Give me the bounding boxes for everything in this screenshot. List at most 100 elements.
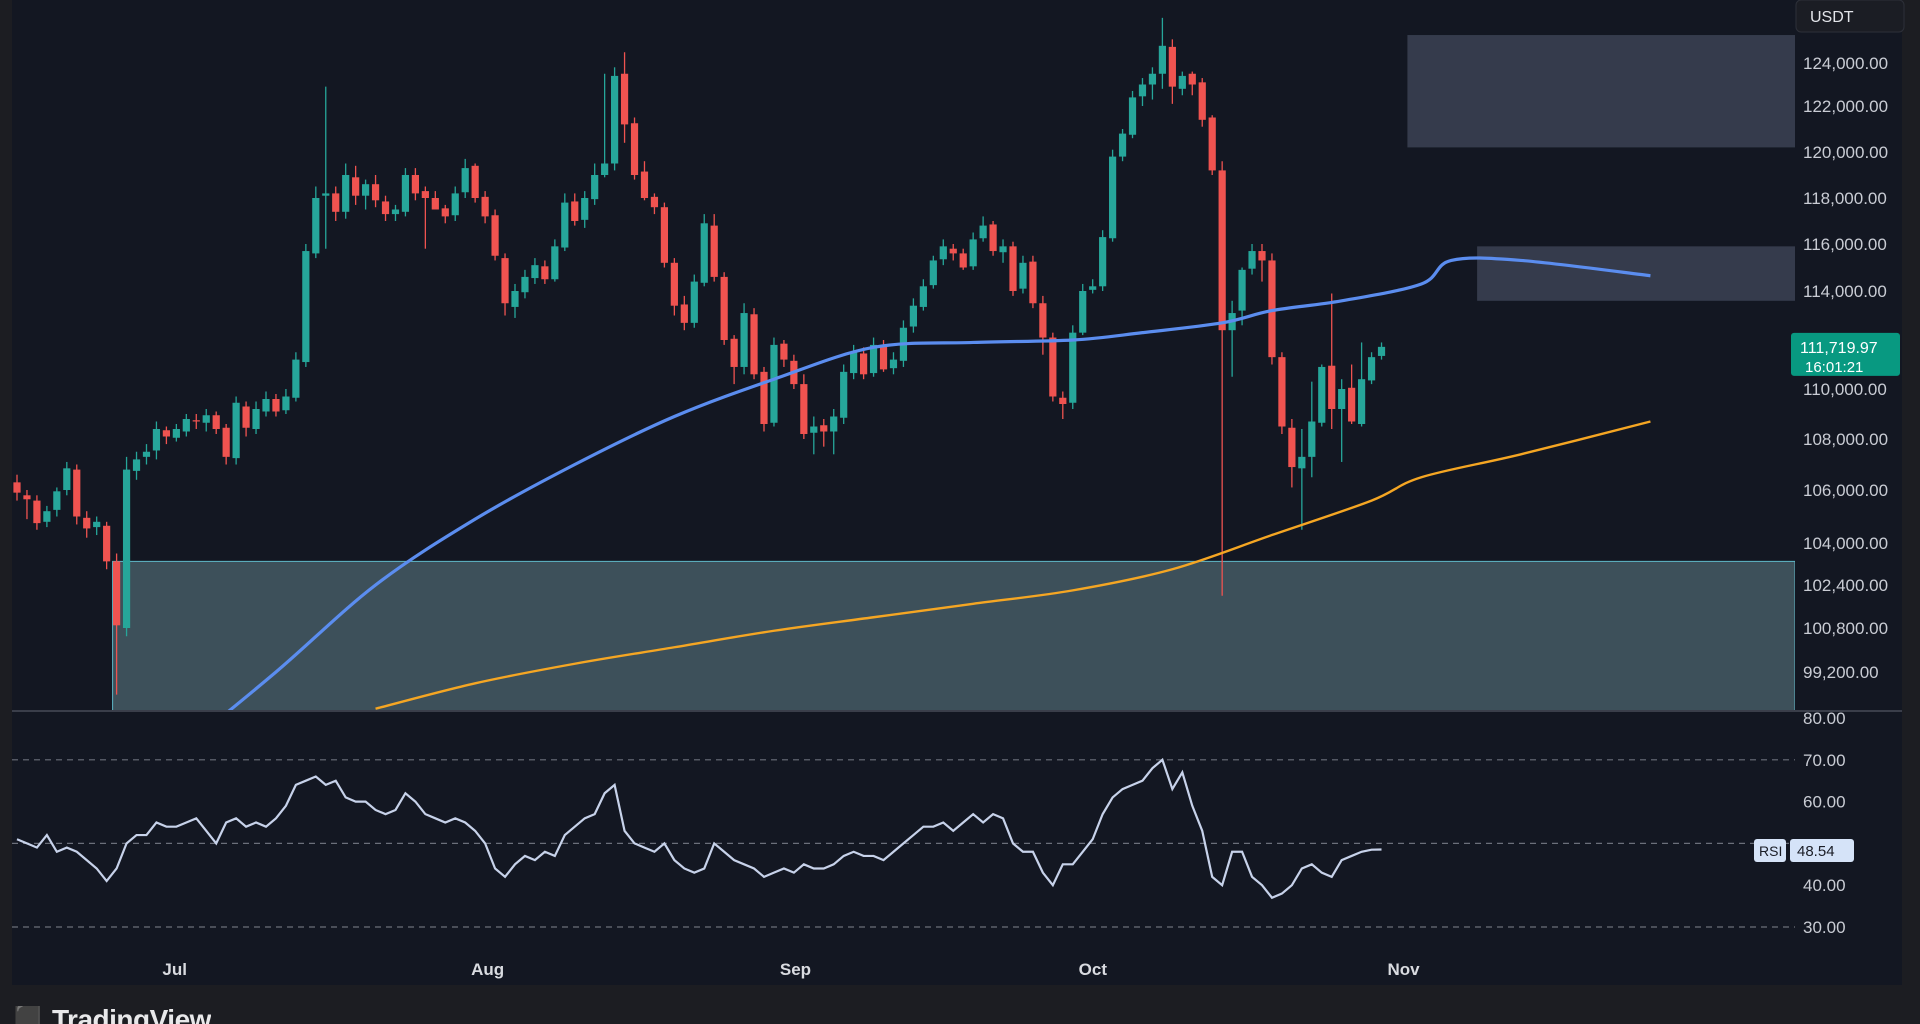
candle xyxy=(481,191,489,224)
candle xyxy=(13,474,21,501)
candle xyxy=(1029,255,1037,309)
candle xyxy=(1348,364,1356,424)
price-axis-label: 114,000.00 xyxy=(1803,282,1887,301)
rsi-axis-label: 60.00 xyxy=(1803,793,1846,812)
moving-averages xyxy=(226,256,1651,711)
tradingview-logo-icon: ⬛ xyxy=(14,1006,42,1024)
candle xyxy=(1248,244,1256,275)
candle xyxy=(640,161,649,201)
candle xyxy=(103,521,111,570)
candle xyxy=(33,495,41,530)
candle xyxy=(919,279,927,311)
candle xyxy=(1318,364,1326,427)
price-axis-label: 116,000.00 xyxy=(1803,235,1887,254)
candle xyxy=(292,352,300,402)
candle xyxy=(1109,149,1117,242)
candle xyxy=(122,456,131,637)
candle xyxy=(511,283,519,318)
candle xyxy=(132,451,141,480)
last-price-value: 111,719.97 xyxy=(1800,340,1878,357)
price-axis-label: 122,000.00 xyxy=(1803,97,1888,116)
candle xyxy=(969,232,977,270)
candle xyxy=(182,414,190,437)
main-pane[interactable] xyxy=(12,0,1902,985)
rsi-label-value: 48.54 xyxy=(1797,843,1835,860)
candle xyxy=(1238,267,1246,326)
candle xyxy=(571,193,579,226)
rsi-axis-label: 30.00 xyxy=(1803,918,1846,937)
candle xyxy=(959,248,967,270)
candle xyxy=(491,209,499,261)
candle xyxy=(860,347,868,380)
candle xyxy=(302,244,310,367)
candle xyxy=(800,374,808,439)
candle xyxy=(322,86,330,249)
candle xyxy=(1009,241,1017,296)
candle xyxy=(352,165,360,205)
candle xyxy=(939,239,947,266)
candle xyxy=(611,67,619,171)
rsi-axis-label: 70.00 xyxy=(1803,751,1846,770)
candle xyxy=(620,52,629,143)
candle xyxy=(232,396,240,465)
candle xyxy=(192,414,200,429)
price-axis-label: 99,200.00 xyxy=(1803,663,1879,682)
candle xyxy=(889,352,898,375)
price-axis-label: 120,000.00 xyxy=(1803,143,1888,162)
rsi-label-name: RSI xyxy=(1759,843,1782,859)
currency-badge[interactable]: USDT xyxy=(1795,0,1905,33)
candle xyxy=(760,366,768,432)
zone-support-demand xyxy=(112,560,1795,711)
candle xyxy=(63,461,71,496)
currency-badge-label: USDT xyxy=(1810,9,1854,26)
candle xyxy=(1168,39,1176,104)
time-axis[interactable]: Jul Aug Sep Oct Nov xyxy=(162,960,1420,979)
candle xyxy=(929,255,937,289)
candle xyxy=(342,163,350,219)
candle xyxy=(362,179,370,210)
time-axis-label: Sep xyxy=(780,960,811,979)
candle xyxy=(581,191,589,228)
candle xyxy=(1188,71,1196,96)
candle xyxy=(43,505,51,528)
candle xyxy=(1198,78,1206,127)
candle xyxy=(441,204,449,224)
candle xyxy=(521,269,529,299)
candle xyxy=(93,516,101,536)
candle xyxy=(172,424,180,442)
price-axis-label: 108,000.00 xyxy=(1803,430,1888,449)
candle xyxy=(152,421,161,460)
candle xyxy=(650,193,659,215)
candle xyxy=(1328,293,1336,429)
candle xyxy=(551,239,559,282)
candle xyxy=(541,260,549,284)
price-zones xyxy=(112,35,1795,711)
candle xyxy=(501,253,509,316)
candle xyxy=(451,186,459,221)
price-axis-label: 110,000.00 xyxy=(1803,380,1887,399)
candle xyxy=(1377,342,1386,360)
candle xyxy=(1019,255,1027,294)
candle xyxy=(1268,253,1276,365)
time-axis-label: Oct xyxy=(1079,960,1108,979)
time-axis-label: Aug xyxy=(471,960,504,979)
candle xyxy=(391,204,400,221)
candle xyxy=(690,274,698,328)
candle xyxy=(1039,295,1047,355)
candle xyxy=(740,303,748,375)
ma-orange-line xyxy=(375,420,1651,710)
candle xyxy=(212,411,220,434)
candle xyxy=(252,401,260,434)
price-axis[interactable]: 124,000.00 122,000.00 120,000.00 118,000.00… xyxy=(1803,54,1888,937)
candle xyxy=(1049,332,1057,402)
candle xyxy=(999,239,1007,263)
rsi-axis-label: 40.00 xyxy=(1803,876,1846,895)
candle xyxy=(1358,342,1366,427)
candle xyxy=(601,73,609,178)
price-axis-label: 100,800.00 xyxy=(1803,619,1888,638)
candle xyxy=(660,202,668,268)
candle xyxy=(820,419,828,447)
time-axis-label: Jul xyxy=(162,960,187,979)
candle xyxy=(1158,17,1166,89)
